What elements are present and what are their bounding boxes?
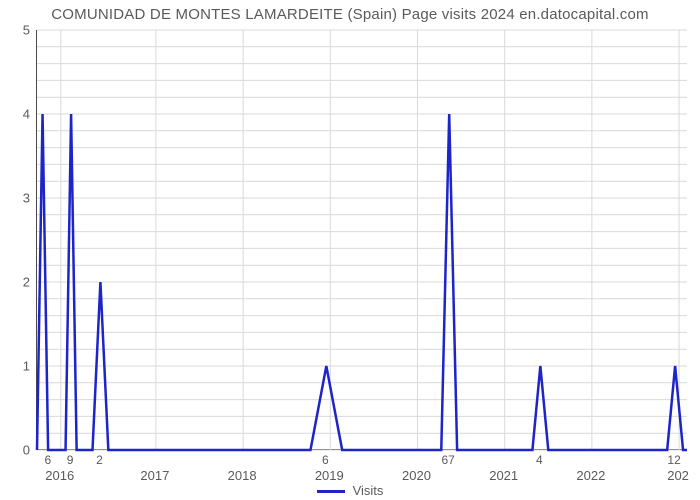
gridlines xyxy=(37,30,687,450)
x-count-label: 6 xyxy=(45,453,52,467)
x-tick-label: 2016 xyxy=(45,468,74,483)
x-tick-label: 2021 xyxy=(489,468,518,483)
x-tick-label: 202 xyxy=(667,468,689,483)
x-count-label: 4 xyxy=(536,453,543,467)
y-tick-label: 3 xyxy=(0,191,30,206)
y-tick-label: 2 xyxy=(0,275,30,290)
y-tick-label: 0 xyxy=(0,443,30,458)
grid-and-series xyxy=(37,30,687,450)
y-tick-label: 4 xyxy=(0,107,30,122)
legend-label: Visits xyxy=(353,483,384,498)
y-tick-label: 5 xyxy=(0,23,30,38)
legend-swatch xyxy=(317,490,345,493)
chart-title: COMUNIDAD DE MONTES LAMARDEITE (Spain) P… xyxy=(0,6,700,23)
plot-area xyxy=(36,30,686,450)
x-tick-label: 2019 xyxy=(315,468,344,483)
x-count-label: 2 xyxy=(96,453,103,467)
y-tick-label: 1 xyxy=(0,359,30,374)
x-tick-label: 2017 xyxy=(140,468,169,483)
x-count-label: 6 xyxy=(322,453,329,467)
visits-chart: COMUNIDAD DE MONTES LAMARDEITE (Spain) P… xyxy=(0,0,700,500)
legend: Visits xyxy=(0,483,700,498)
x-count-label: 12 xyxy=(667,453,680,467)
x-count-label: 67 xyxy=(442,453,455,467)
x-tick-label: 2020 xyxy=(402,468,431,483)
x-tick-label: 2018 xyxy=(228,468,257,483)
x-tick-label: 2022 xyxy=(576,468,605,483)
x-count-label: 9 xyxy=(67,453,74,467)
